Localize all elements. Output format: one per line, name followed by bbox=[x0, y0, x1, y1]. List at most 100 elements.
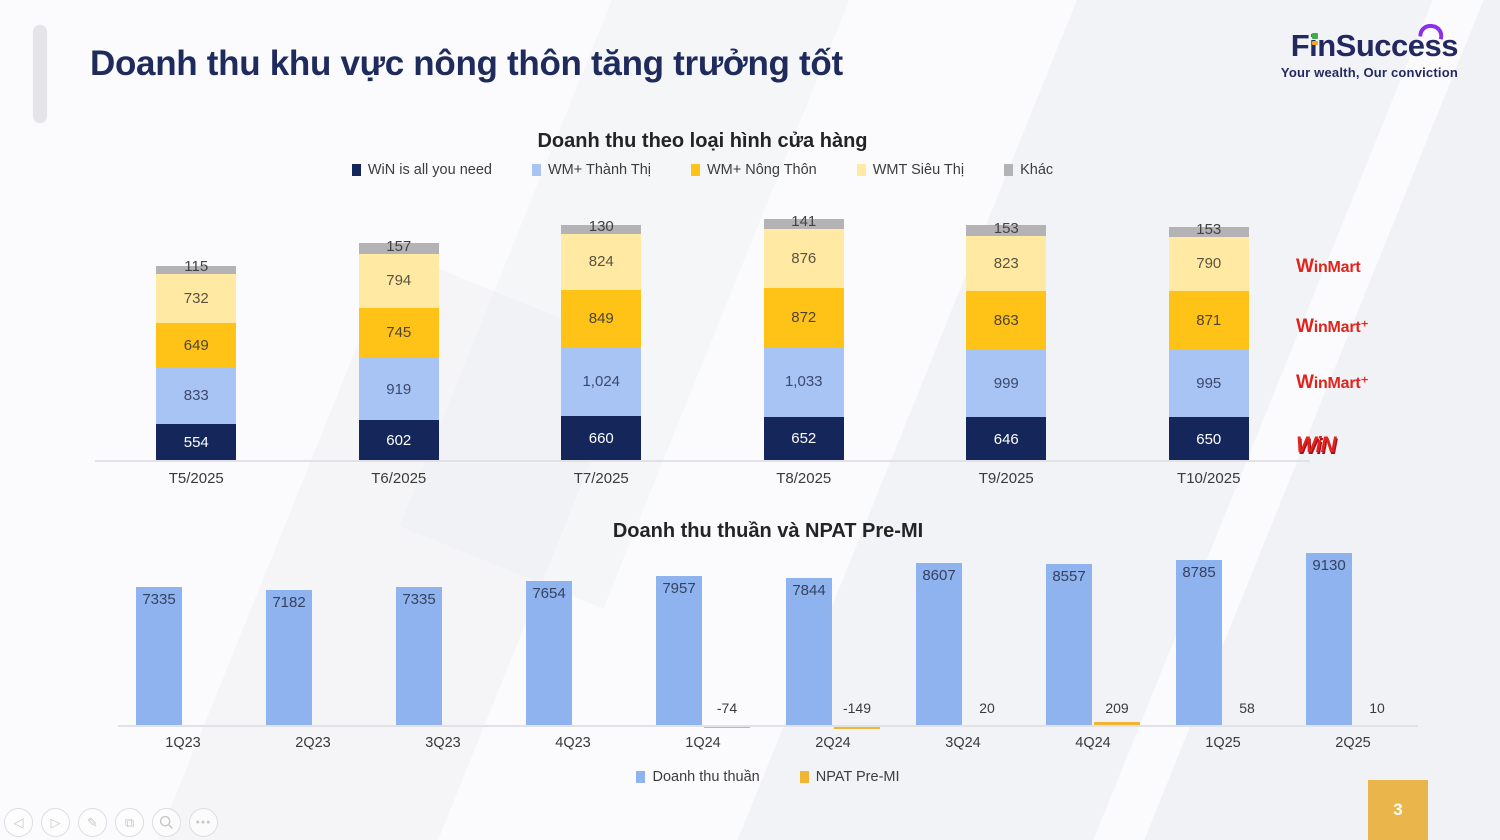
bar-segment-value: 649 bbox=[183, 336, 209, 354]
zoom-button[interactable] bbox=[152, 808, 181, 837]
next-button[interactable]: ▷ bbox=[41, 808, 70, 837]
bar-segment: 824 bbox=[561, 233, 642, 290]
revenue-bar: 8557 bbox=[1046, 564, 1092, 726]
x-axis-label: 3Q24 bbox=[945, 735, 981, 751]
revenue-bar-value: 7654 bbox=[532, 585, 566, 603]
bar-segment-value: 732 bbox=[183, 289, 209, 307]
bar-group: 7844 -149 bbox=[768, 551, 898, 729]
bar-segment: 649 bbox=[156, 323, 237, 368]
legend-label: WM+ Nông Thôn bbox=[707, 162, 817, 178]
legend-color-swatch bbox=[1004, 164, 1014, 176]
slides-button[interactable]: ⧉ bbox=[115, 808, 144, 837]
quarterly-revenue-chart: Doanh thu thuần và NPAT Pre-MI 7335 7182 7… bbox=[118, 520, 1418, 785]
legend-label: Khác bbox=[1020, 162, 1054, 178]
bar-segment-value: 1,033 bbox=[784, 373, 823, 391]
brand-text: FinSuccess bbox=[1290, 28, 1459, 63]
bar-segment: 863 bbox=[966, 291, 1047, 350]
bar-segment: 1,024 bbox=[561, 347, 642, 417]
bar-group: 9130 10 bbox=[1288, 551, 1418, 726]
bar-segment-value: 824 bbox=[588, 253, 614, 271]
bar-segment: 650 bbox=[1168, 417, 1249, 461]
revenue-bar: 8785 bbox=[1176, 560, 1222, 726]
npat-value: 58 bbox=[1239, 700, 1255, 716]
legend-color-swatch bbox=[636, 771, 646, 783]
stacked-bar-column: 652 1,033 872 876 141 bbox=[703, 213, 906, 461]
npat-value: 20 bbox=[979, 700, 995, 716]
bar-segment-value: 871 bbox=[1196, 311, 1222, 329]
legend-color-swatch bbox=[351, 164, 361, 176]
npat-value: -149 bbox=[842, 700, 872, 716]
bar-segment-value: 130 bbox=[588, 217, 614, 235]
bar-chart-x-axis: 1Q23 2Q23 3Q23 4Q23 1Q24 2Q24 3Q24 4Q24 1Q25 2Q25 bbox=[118, 726, 1418, 751]
revenue-bar-value: 8557 bbox=[1052, 568, 1086, 586]
logo-green-dot-icon bbox=[1311, 33, 1318, 39]
bar-segment: 130 bbox=[561, 218, 642, 235]
next-icon: ▷ bbox=[50, 815, 61, 830]
bar-segment: 999 bbox=[966, 349, 1047, 418]
revenue-bar-value: 7182 bbox=[272, 594, 306, 612]
scrollbar-thumb[interactable] bbox=[33, 25, 47, 123]
slide-title: Doanh thu khu vực nông thôn tăng trưởng … bbox=[90, 44, 843, 83]
pen-button[interactable]: ✎ bbox=[78, 808, 107, 837]
more-button[interactable]: ●●● bbox=[189, 808, 218, 837]
bar-segment: 602 bbox=[358, 420, 439, 461]
x-axis-label: 1Q23 bbox=[165, 735, 201, 751]
legend-item: WiN is all you need bbox=[351, 162, 492, 178]
revenue-bar: 7335 bbox=[136, 587, 182, 726]
npat-value: -74 bbox=[716, 700, 738, 716]
bar-segment: 153 bbox=[1168, 221, 1249, 238]
legend-item: Doanh thu thuần bbox=[636, 769, 760, 785]
bar-segment-value: 650 bbox=[1196, 430, 1222, 448]
legend-item: NPAT Pre-MI bbox=[799, 769, 900, 785]
legend-item: WMT Siêu Thị bbox=[856, 162, 964, 178]
revenue-bar: 7335 bbox=[396, 587, 442, 726]
revenue-bar-value: 8785 bbox=[1182, 564, 1216, 581]
bar-segment: 745 bbox=[358, 307, 439, 359]
revenue-bar: 7182 bbox=[266, 590, 312, 726]
stacked-bar: 652 1,033 872 876 141 bbox=[763, 213, 844, 461]
x-axis-label: 1Q25 bbox=[1205, 735, 1241, 751]
page-number-badge: 3 bbox=[1368, 780, 1428, 840]
bar-segment-value: 872 bbox=[791, 309, 817, 327]
bar-segment: 833 bbox=[156, 367, 237, 424]
npat-value: 209 bbox=[1105, 700, 1129, 716]
x-axis-label: T5/2025 bbox=[168, 470, 224, 487]
stacked-bar: 646 999 863 823 153 bbox=[966, 220, 1047, 461]
x-axis-label: 2Q23 bbox=[295, 735, 331, 751]
x-axis-label: T8/2025 bbox=[776, 470, 832, 487]
stacked-bar: 660 1,024 849 824 130 bbox=[561, 218, 642, 461]
brand-wordmark: FinSuccess bbox=[1290, 22, 1459, 63]
presentation-toolbar: ◁ ▷ ✎ ⧉ ●●● bbox=[4, 808, 218, 837]
legend-label: WM+ Thành Thị bbox=[547, 162, 651, 178]
bar-group: 7654 bbox=[508, 551, 638, 726]
stacked-bar-column: 660 1,024 849 824 130 bbox=[500, 218, 703, 461]
previous-button[interactable]: ◁ bbox=[4, 808, 33, 837]
bar-segment: 660 bbox=[561, 416, 642, 461]
more-icon: ●●● bbox=[195, 819, 212, 826]
bar-chart-legend: Doanh thu thuần NPAT Pre-MI bbox=[118, 769, 1418, 785]
bar-segment-value: 153 bbox=[993, 219, 1019, 237]
revenue-bar-value: 7844 bbox=[792, 581, 826, 599]
previous-icon: ◁ bbox=[13, 815, 24, 830]
store-logo-initial: W bbox=[1296, 256, 1314, 277]
x-axis-label: T10/2025 bbox=[1177, 470, 1241, 487]
legend-color-swatch bbox=[531, 164, 541, 176]
revenue-bar: 7654 bbox=[526, 581, 572, 726]
bar-group: 7335 bbox=[118, 551, 248, 726]
bar-segment-value: 823 bbox=[993, 254, 1019, 272]
stacked-bar: 602 919 745 794 157 bbox=[358, 238, 439, 461]
stacked-bar-column: 554 833 649 732 115 bbox=[95, 258, 298, 461]
bar-group: 7957 -74 bbox=[638, 551, 768, 728]
bar-segment: 153 bbox=[966, 220, 1047, 237]
bar-segment-value: 660 bbox=[588, 430, 614, 448]
bar-segment-value: 876 bbox=[791, 249, 817, 267]
bar-segment: 790 bbox=[1168, 237, 1249, 291]
logo-amber-tick-icon bbox=[1311, 41, 1318, 45]
bar-segment-value: 919 bbox=[386, 380, 412, 398]
slides-icon: ⧉ bbox=[124, 815, 135, 830]
bar-segment-value: 849 bbox=[588, 309, 614, 327]
bar-group: 8607 20 bbox=[898, 551, 1028, 726]
bar-segment-value: 1,024 bbox=[582, 373, 621, 391]
stacked-bar-column: 602 919 745 794 157 bbox=[298, 238, 501, 461]
bar-segment: 995 bbox=[1168, 349, 1249, 417]
